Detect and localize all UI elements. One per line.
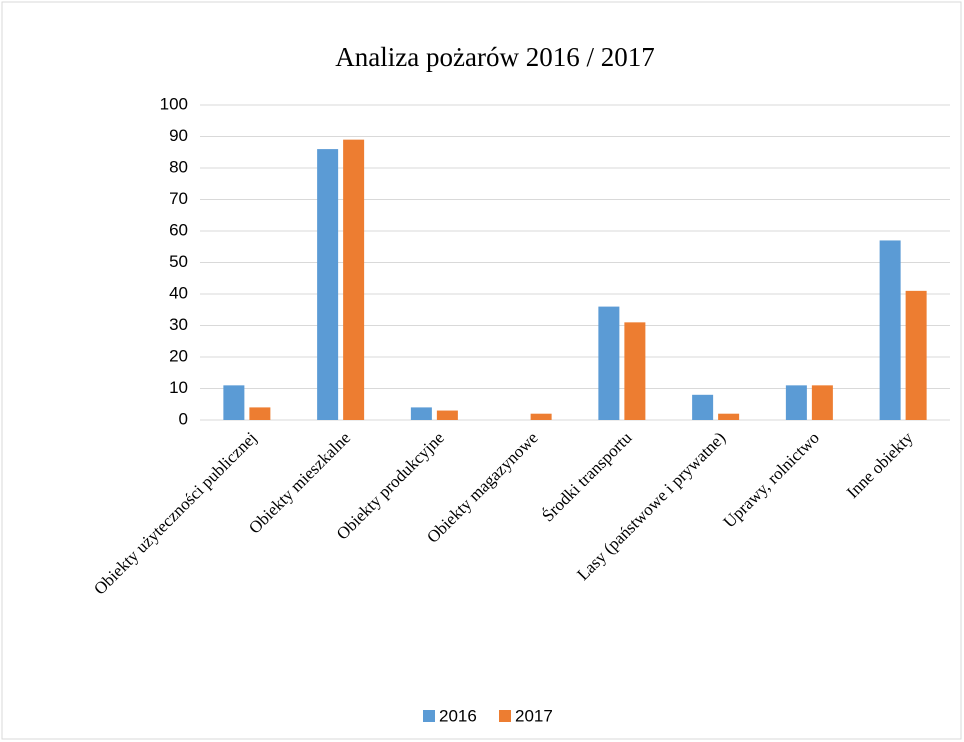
y-tick-label: 50 — [169, 252, 188, 271]
bar — [692, 394, 714, 420]
y-tick-label: 60 — [169, 220, 188, 239]
y-tick-label: 80 — [169, 157, 188, 176]
bar — [718, 413, 740, 420]
bar — [879, 240, 901, 420]
y-tick-label: 0 — [179, 409, 188, 428]
y-tick-label: 90 — [169, 126, 188, 145]
bar — [317, 149, 339, 420]
y-tick-label: 30 — [169, 315, 188, 334]
bar — [905, 290, 927, 420]
bar — [785, 385, 807, 420]
bar — [343, 139, 365, 420]
bar — [811, 385, 833, 420]
y-tick-label: 40 — [169, 283, 188, 302]
legend-label: 2017 — [515, 706, 553, 725]
y-tick-label: 70 — [169, 189, 188, 208]
bar — [223, 385, 245, 420]
bar — [249, 407, 271, 420]
bar — [530, 413, 552, 420]
legend-swatch — [499, 710, 511, 722]
bar — [436, 410, 458, 420]
legend-swatch — [423, 710, 435, 722]
chart-title: Analiza pożarów 2016 / 2017 — [335, 42, 654, 72]
y-tick-label: 20 — [169, 346, 188, 365]
y-tick-label: 100 — [160, 94, 188, 113]
y-tick-label: 10 — [169, 378, 188, 397]
bar — [624, 322, 646, 420]
legend-label: 2016 — [439, 706, 477, 725]
bar — [410, 407, 432, 420]
bar — [598, 306, 620, 420]
